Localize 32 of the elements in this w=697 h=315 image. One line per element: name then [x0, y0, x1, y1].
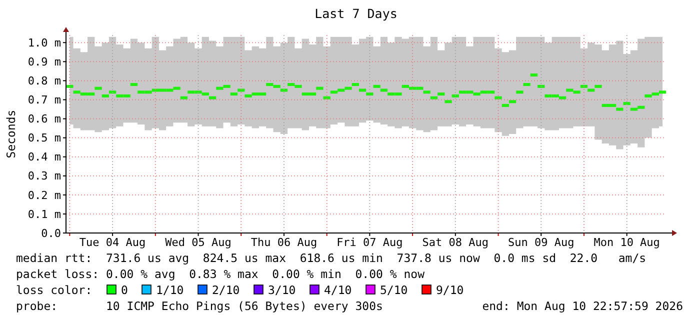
y-tick-label: 0.7 m [28, 94, 62, 107]
y-tick-label: 0.4 m [28, 150, 62, 164]
x-tick-label: Mon 10 Aug [594, 236, 660, 249]
text: packet loss: 0.00 % avg 0.83 % max 0.00 % min 0.00 % now [16, 267, 425, 281]
y-tick-label: 0.0 [41, 226, 61, 240]
x-tick-label: Wed 05 Aug [165, 236, 232, 249]
y-tick-label: 0.3 m [28, 170, 62, 183]
text: probe: 10 ICMP Echo Pings (56 Bytes) every 300s [16, 299, 383, 313]
y-tick-label: 0.1 m [28, 208, 62, 221]
text: 1/10 [156, 283, 184, 297]
x-tick-label: Thu 06 Aug [250, 236, 318, 249]
y-tick-label: 0.8 m [28, 74, 62, 88]
x-tick-label: Fri 07 Aug [336, 236, 403, 249]
y-axis-title: Seconds [4, 110, 18, 158]
y-tick-label: 0.2 m [28, 188, 62, 202]
text: loss color: [16, 283, 92, 297]
text: 4/10 [324, 283, 352, 297]
text: 2/10 [212, 283, 240, 297]
chart-title: Last 7 Days [314, 6, 398, 21]
y-tick-label: 0.9 m [28, 56, 62, 69]
text: median rtt: 731.6 us avg 824.5 us max 618.6 us min 737.8 us now 0.0 ms sd 22.0 am/s [16, 251, 646, 265]
y-tick-label: 0.6 m [28, 112, 62, 126]
y-tick-label: 1.0 m [28, 36, 62, 50]
text: 3/10 [268, 283, 296, 297]
x-tick-label: Sat 08 Aug [422, 236, 489, 249]
x-tick-label: Tue 04 Aug [79, 236, 146, 249]
text: 5/10 [380, 283, 408, 297]
y-tick-label: 0.5 m [28, 132, 62, 145]
text: end: Mon Aug 10 22:57:59 2026 [482, 299, 684, 313]
text: 9/10 [436, 283, 464, 297]
x-tick-label: Sun 09 Aug [508, 236, 574, 249]
text: 0 [121, 283, 128, 297]
